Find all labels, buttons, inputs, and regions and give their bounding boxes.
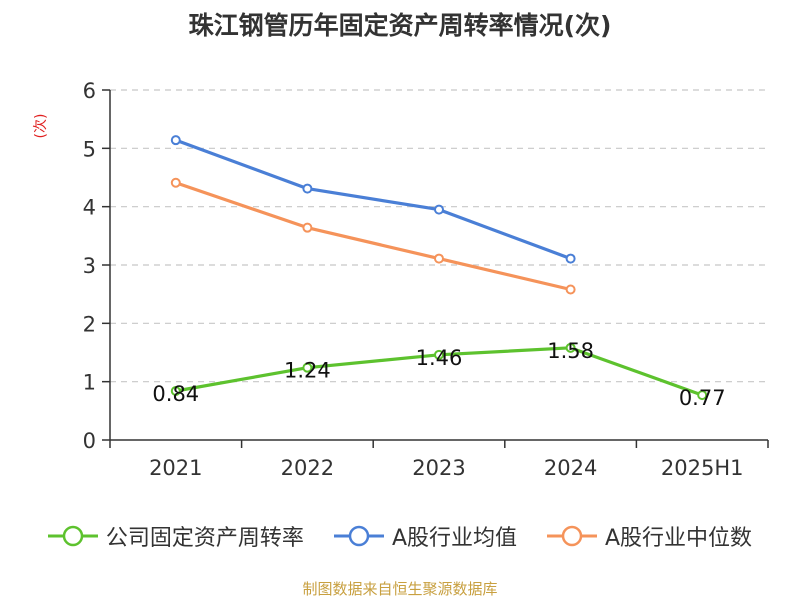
legend-marker-icon (333, 525, 384, 547)
series-line (175, 138, 572, 261)
data-point (565, 284, 576, 295)
legend-label: A股行业均值 (391, 526, 517, 551)
legend-marker-icon (47, 525, 98, 547)
data-point (565, 342, 576, 353)
legend-item: A股行业均值 (333, 520, 517, 552)
data-point (302, 362, 313, 373)
legend-marker-icon (547, 525, 597, 547)
legend-label: A股行业中位数 (605, 526, 753, 551)
data-label: 0.84 (152, 382, 199, 406)
data-point (170, 177, 181, 188)
y-tick-label: 6 (83, 79, 96, 103)
y-tick-label: 4 (83, 196, 96, 220)
y-tick-label: 3 (83, 254, 96, 278)
source-note: 制图数据来自恒生聚源数据库 (302, 580, 498, 598)
data-label: 0.77 (679, 386, 726, 410)
y-tick-label: 0 (83, 429, 96, 453)
data-point (302, 222, 313, 233)
y-tick-label: 5 (83, 137, 96, 161)
data-point (302, 183, 313, 194)
x-tick-label: 2022 (281, 456, 334, 480)
x-tick-label: 2024 (544, 456, 597, 480)
legend-item: A股行业中位数 (547, 520, 752, 552)
data-point (697, 390, 708, 401)
data-point (565, 253, 576, 264)
data-label: 1.58 (547, 339, 594, 363)
y-axis-label: (次) (33, 114, 49, 139)
series-layer: 0.84 1.24 1.46 1.58 0.77 (152, 135, 726, 410)
x-axis: 2021 2022 2023 2024 2025H1 (109, 439, 769, 480)
data-label: 1.24 (284, 359, 331, 383)
y-axis: 0 1 2 3 4 5 6 (83, 79, 111, 453)
y-tick-label: 2 (83, 312, 96, 336)
legend-item: 公司固定资产周转率 (47, 520, 304, 552)
x-tick-label: 2023 (412, 456, 465, 480)
chart-title: 珠江钢管历年固定资产周转率情况(次) (188, 11, 612, 40)
grid-lines (110, 89, 768, 383)
data-point (434, 349, 444, 360)
series-line (175, 181, 571, 292)
data-point (434, 253, 444, 264)
legend: 公司固定资产周转率 A股行业均值 A股行业中位数 (0, 520, 800, 552)
x-tick-label: 2021 (149, 456, 202, 480)
legend-label: 公司固定资产周转率 (105, 526, 304, 551)
data-point (170, 135, 181, 146)
data-point (434, 204, 444, 215)
x-tick-label: 2025H1 (661, 456, 744, 480)
y-tick-label: 1 (83, 371, 96, 395)
data-label: 1.46 (416, 346, 463, 370)
data-point (170, 386, 181, 396)
